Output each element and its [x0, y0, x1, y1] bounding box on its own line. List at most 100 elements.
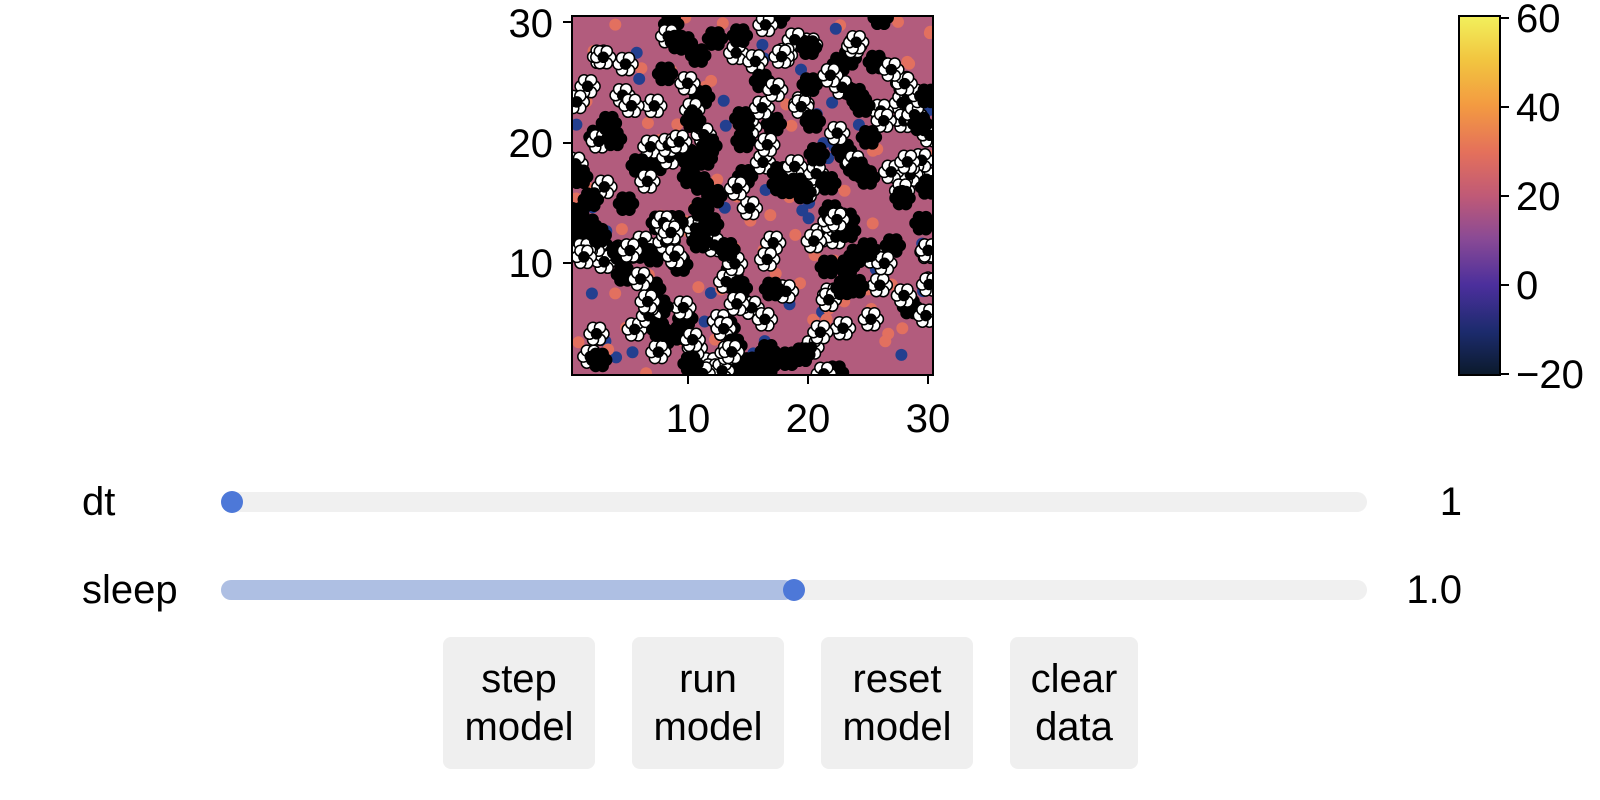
agent-marker	[721, 251, 749, 277]
dt-slider-row: dt 1	[0, 472, 1600, 532]
agent-marker	[889, 185, 916, 211]
agent-marker	[618, 93, 645, 119]
y-tick-label: 10	[509, 242, 554, 286]
agent-marker	[870, 108, 897, 133]
temperature-patch	[572, 118, 583, 131]
run-model-button[interactable]: run model	[632, 637, 784, 769]
temperature-patch	[719, 119, 732, 132]
sleep-slider-label: sleep	[82, 568, 178, 612]
colorbar-tick-label: 0	[1516, 264, 1538, 308]
temperature-patch	[795, 63, 807, 76]
agent-marker	[572, 164, 594, 190]
agent-marker	[723, 176, 751, 201]
sleep-slider-row: sleep 1.0	[0, 560, 1600, 620]
temperature-patch	[609, 287, 622, 300]
colorbar-tick-label: 40	[1516, 86, 1561, 130]
temperature-patch	[572, 336, 585, 349]
temperature-patch	[716, 17, 729, 30]
agent-marker	[753, 247, 781, 272]
temperature-patch	[896, 322, 909, 335]
agent-marker	[665, 129, 693, 155]
temperature-patch	[789, 228, 802, 241]
agent-marker	[829, 315, 857, 341]
agent-marker	[857, 306, 885, 332]
agent-marker	[657, 220, 685, 245]
agent-marker	[641, 93, 668, 119]
colorbar-tick-label: 20	[1516, 175, 1561, 219]
agent-marker	[878, 57, 905, 82]
model-figure: 10 20 30 10 20 30 60 40 20 0 −20	[509, 0, 1584, 440]
temperature-patch	[826, 96, 839, 109]
temperature-patch	[692, 281, 705, 294]
sleep-slider-track[interactable]	[221, 579, 1367, 601]
step-model-button[interactable]: step model	[443, 637, 595, 769]
clear-data-button[interactable]: clear data	[1010, 637, 1138, 769]
agent-marker	[855, 124, 883, 150]
x-tick-label: 10	[666, 397, 711, 440]
reset-model-button-line1: reset	[852, 657, 942, 701]
dt-slider-track[interactable]	[221, 491, 1367, 513]
agent-marker	[783, 172, 811, 198]
agent-marker	[772, 279, 800, 304]
agent-marker	[645, 339, 672, 365]
agent-marker	[909, 210, 933, 236]
temperature-patch	[711, 173, 724, 186]
sleep-slider-value: 1.0	[1406, 568, 1462, 612]
run-model-button-line1: run	[679, 657, 737, 701]
agent-marker	[612, 191, 640, 216]
temperature-patch	[785, 119, 798, 132]
agent-marker	[795, 35, 823, 60]
temperature-patch	[615, 223, 628, 236]
agent-marker	[815, 170, 842, 196]
agent-marker	[718, 339, 745, 365]
temperature-patch	[903, 57, 916, 70]
temperature-patch	[895, 348, 908, 361]
agent-marker	[585, 347, 613, 373]
temperature-patch	[802, 212, 815, 225]
agent-marker	[748, 95, 776, 121]
agent-marker	[730, 128, 757, 154]
agent-marker	[751, 307, 779, 332]
agent-marker	[894, 149, 921, 175]
agent-marker	[583, 321, 610, 347]
x-tick-label: 20	[786, 397, 831, 440]
reset-model-button-line2: model	[842, 705, 952, 749]
dt-slider-label: dt	[82, 480, 116, 524]
agent-marker	[830, 275, 857, 301]
temperature-patch	[838, 184, 851, 197]
agent-marker	[634, 289, 661, 314]
agent-marker	[823, 207, 851, 232]
agent-marker	[914, 175, 933, 200]
agent-marker	[761, 77, 789, 103]
temperature-patch	[640, 367, 653, 375]
agent-marker	[729, 106, 756, 131]
agent-marker	[758, 276, 786, 302]
agent-marker	[914, 238, 933, 263]
agent-marker	[867, 16, 894, 31]
reset-model-button[interactable]: reset model	[821, 637, 973, 769]
agent-marker	[701, 26, 729, 51]
agent-marker	[572, 244, 598, 270]
agent-marker	[866, 272, 894, 298]
agent-marker	[686, 228, 713, 254]
agent-marker	[723, 291, 751, 317]
temperature-patch	[924, 25, 933, 38]
agent-marker	[616, 238, 644, 263]
agent-marker	[674, 70, 701, 96]
dt-slider-handle[interactable]	[221, 491, 243, 513]
temperature-patch	[610, 351, 623, 364]
clear-data-button-line2: data	[1035, 705, 1113, 749]
heatmap-plot	[571, 15, 934, 376]
sleep-slider-handle[interactable]	[783, 579, 805, 601]
temperature-patch	[585, 287, 598, 300]
agent-marker	[754, 132, 781, 158]
agent-marker	[676, 164, 704, 190]
temperature-patch	[717, 94, 730, 107]
colorbar-tick-label: −20	[1516, 353, 1584, 397]
temperature-patch	[704, 287, 717, 299]
agent-marker	[651, 61, 679, 87]
agent-marker	[577, 187, 605, 212]
temperature-patch	[641, 117, 654, 129]
agent-marker	[796, 72, 823, 97]
